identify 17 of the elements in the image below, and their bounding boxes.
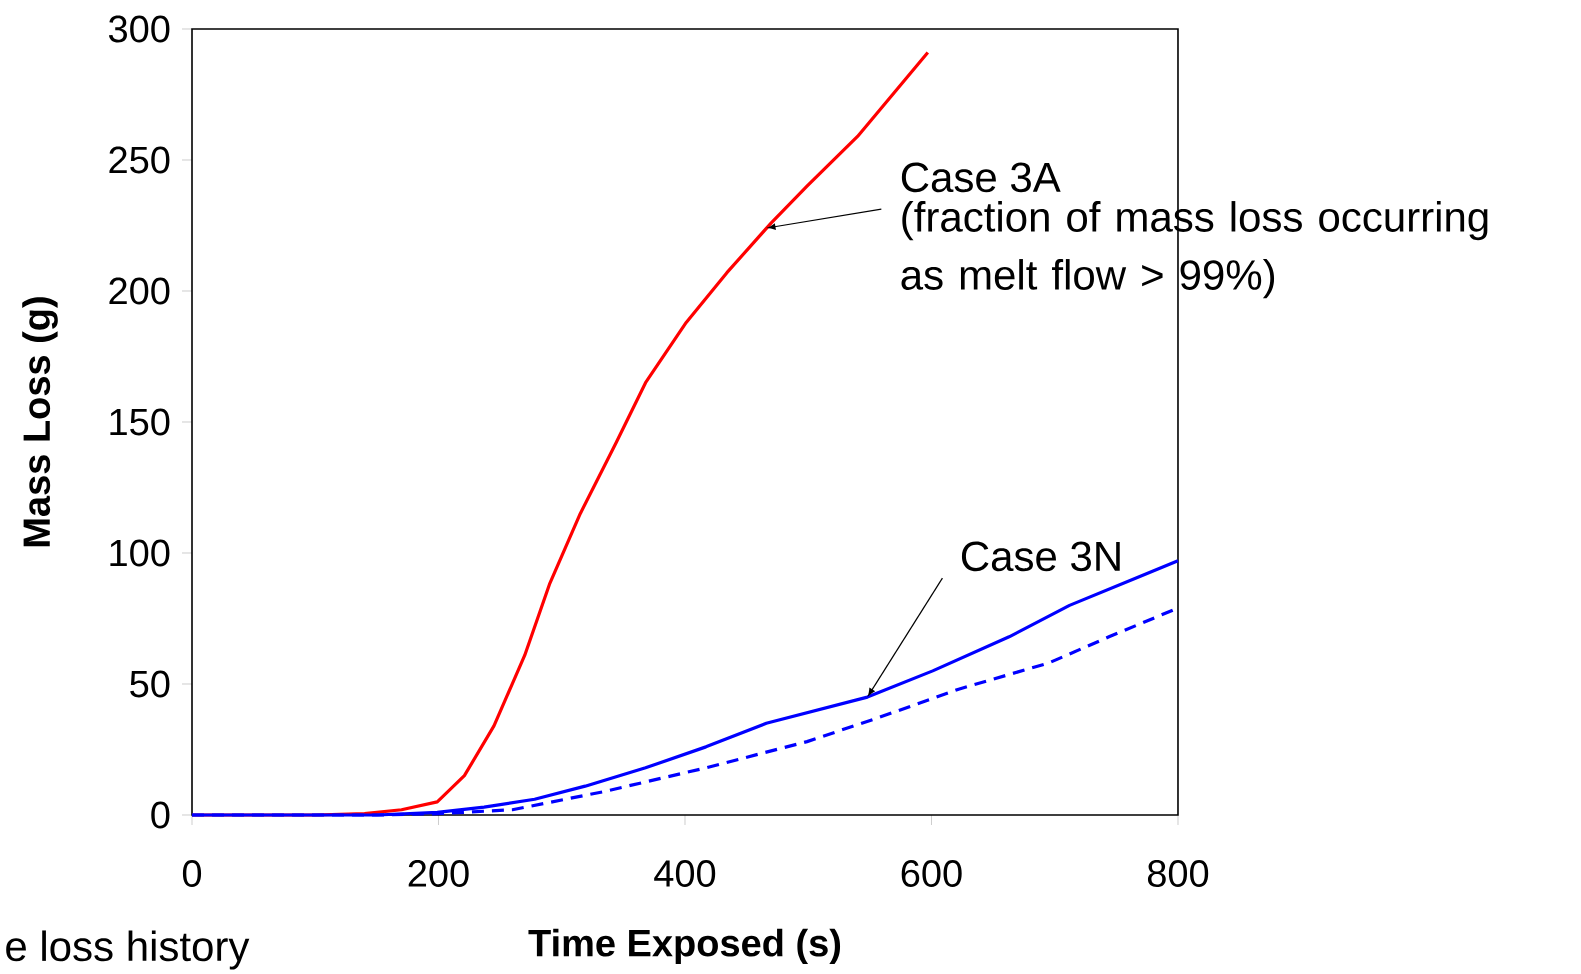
y-tick-label: 250: [109, 146, 170, 174]
y-tick-label: 0: [151, 801, 170, 829]
y-tick-label: 300: [108, 15, 170, 43]
y-tick-label: 150: [110, 408, 170, 436]
text: e loss history: [6, 930, 250, 970]
y-tick-label: 50: [130, 670, 170, 698]
y-tick-label: 200: [109, 277, 170, 305]
annotation: Case 3A: [901, 162, 1061, 193]
y-axis-title: Mass Loss (g): [22, 297, 58, 547]
y-tick-label: 100: [110, 539, 170, 567]
x-tick-label: 200: [408, 860, 469, 887]
annotation: Case 3N: [961, 541, 1120, 572]
x-tick-label: 800: [1147, 860, 1209, 887]
x-axis-title: Time Exposed (s): [528, 928, 841, 965]
x-tick-label: 600: [901, 860, 962, 887]
x-tick-label: 400: [654, 860, 716, 887]
x-tick-label: 0: [182, 860, 202, 887]
